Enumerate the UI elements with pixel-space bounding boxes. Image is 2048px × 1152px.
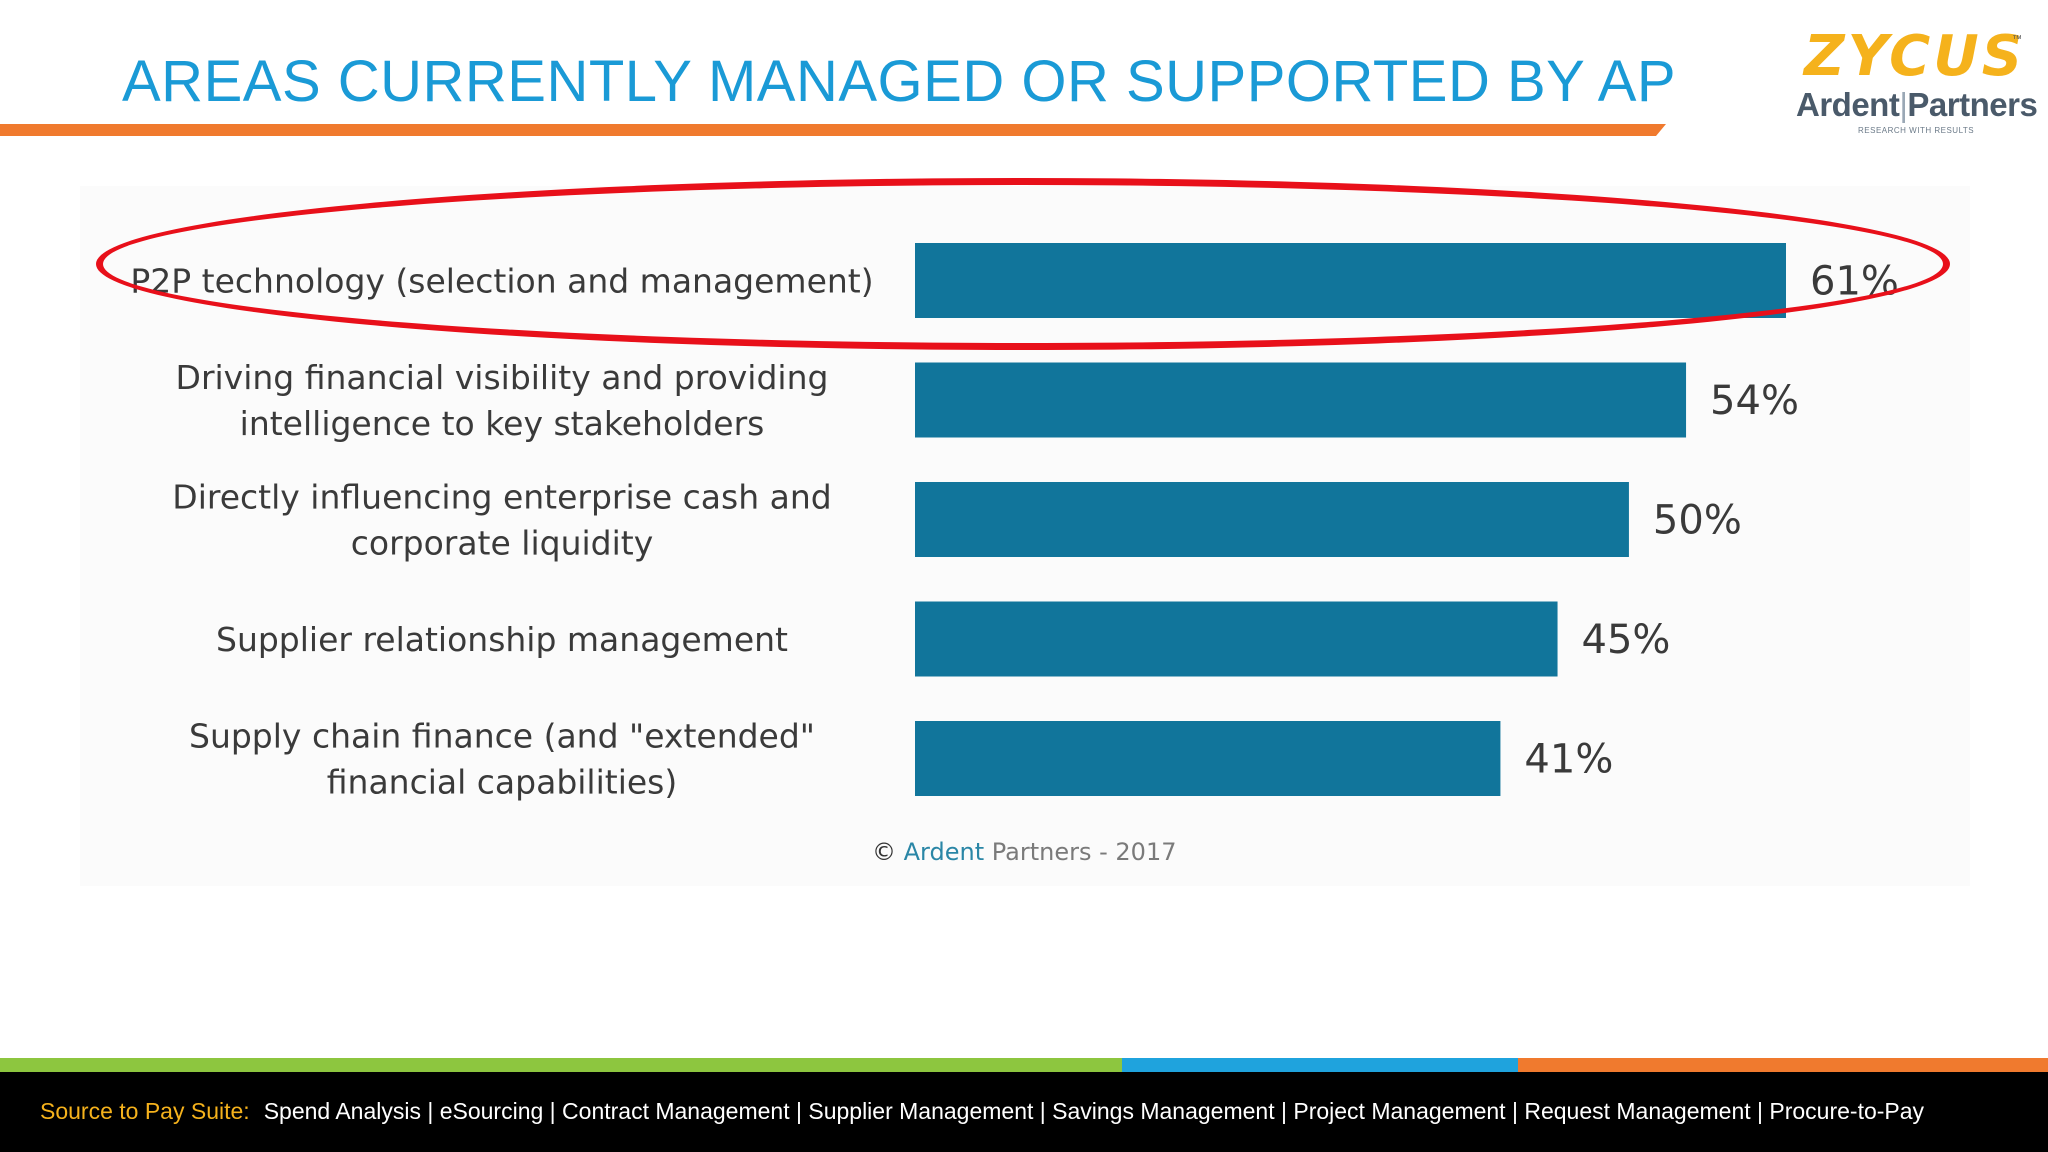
chart-credit: © Ardent Partners - 2017 xyxy=(872,838,1176,866)
title-underline xyxy=(0,124,1666,136)
copyright-symbol: © xyxy=(872,838,896,866)
category-label-4-line-0: Supply chain finance (and "extended" xyxy=(189,717,815,756)
logo-separator: | xyxy=(1899,86,1908,123)
bar-1 xyxy=(915,362,1687,438)
footer-label: Source to Pay Suite: xyxy=(40,1098,250,1124)
value-label-2: 50% xyxy=(1653,498,1742,544)
bar-4 xyxy=(915,721,1501,796)
bar-3 xyxy=(915,601,1558,677)
category-label-0-line-0: P2P technology (selection and management… xyxy=(130,262,873,301)
ardent-partners-logo: Ardent|Partners xyxy=(1796,86,2038,124)
bar-2 xyxy=(915,482,1629,557)
value-label-3: 45% xyxy=(1582,617,1671,663)
footer-stripe-blue xyxy=(1122,1058,1518,1072)
footer-items: Spend Analysis | eSourcing | Contract Ma… xyxy=(263,1098,1925,1124)
value-label-1: 54% xyxy=(1710,378,1799,424)
footer-bar: Source to Pay Suite: Spend Analysis | eSo… xyxy=(0,1072,2048,1152)
value-label-0: 61% xyxy=(1810,259,1899,305)
bar-chart: 61% P2P technology (selection and managem… xyxy=(130,243,1899,802)
category-label-1-line-0: Driving financial visibility and providi… xyxy=(176,358,829,397)
partners-logo-word: Partners xyxy=(1907,86,2038,123)
logo-tagline: RESEARCH WITH RESULTS xyxy=(1858,126,1975,135)
page-title: AREAS CURRENTLY MANAGED OR SUPPORTED BY … xyxy=(122,49,1677,114)
credit-brand: Ardent xyxy=(903,838,985,866)
category-label-2-line-0: Directly influencing enterprise cash and xyxy=(172,478,831,517)
category-label-4-line-1: financial capabilities) xyxy=(327,763,678,802)
zycus-logo: ZYCUS xyxy=(1804,24,2026,89)
category-label-1-line-1: intelligence to key stakeholders xyxy=(240,404,765,443)
brand-logo: ZYCUS ™ Ardent|Partners RESEARCH WITH RE… xyxy=(1796,24,2038,144)
bar-0 xyxy=(915,243,1786,318)
footer-stripe-orange xyxy=(1518,1058,2048,1072)
footer-stripe-green xyxy=(0,1058,1122,1072)
category-label-3-line-0: Supplier relationship management xyxy=(216,620,788,659)
credit-rest: Partners - 2017 xyxy=(984,838,1177,866)
category-label-2-line-1: corporate liquidity xyxy=(351,524,654,563)
footer-text: Source to Pay Suite: Spend Analysis | eSo… xyxy=(40,1098,1924,1125)
trademark-mark: ™ xyxy=(2012,34,2022,45)
value-label-4: 41% xyxy=(1524,737,1613,783)
ardent-logo-word: Ardent xyxy=(1796,86,1900,123)
